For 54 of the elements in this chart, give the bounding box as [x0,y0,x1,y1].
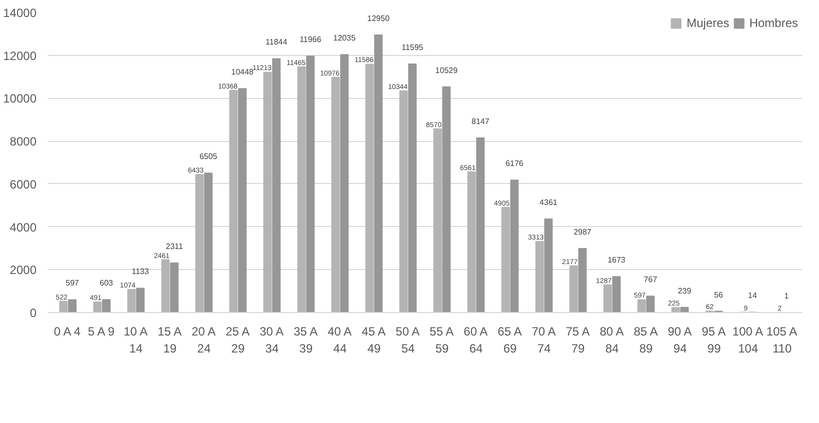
data-label: 56 [714,290,724,300]
y-tick-label: 2000 [10,263,37,278]
data-label: 11595 [402,43,424,52]
x-tick-label: 35 A 39 [294,324,318,356]
x-tick-label: 65 A 69 [498,324,522,356]
x-tick-label: 105 A 110 [766,324,798,356]
data-label: 1 [784,291,790,300]
data-label: 2987 [574,227,592,236]
x-tick-label: 10 A 14 [124,324,148,356]
data-label: 597 [66,278,80,288]
legend-label: Hombres [749,16,798,30]
y-tick-label: 10000 [3,92,37,106]
x-tick-label: 100 A 104 [732,324,764,356]
x-tick-label: 85 A 89 [634,324,658,356]
x-tick-label: 20 A 24 [192,324,216,356]
y-tick-label: 6000 [10,177,37,192]
x-tick-label: 75 A 79 [566,324,590,356]
x-tick-label: 60 A 64 [464,324,488,356]
x-tick-label: 70 A 74 [532,324,556,356]
data-label: 2311 [166,242,184,251]
x-tick-label: 0 A 4 [54,324,81,338]
data-label: 1133 [132,267,150,276]
y-tick-label: 14000 [3,6,37,20]
data-label: 10529 [435,66,458,75]
y-tick-label: 0 [30,306,37,320]
data-label: 12035 [333,34,356,43]
x-tick-label: 95 A 99 [702,324,726,356]
data-label: 767 [644,275,658,284]
x-tick-label: 5 A 9 [88,324,115,338]
x-tick-label: 30 A 34 [260,324,284,356]
x-tick-label: 45 A 49 [362,324,386,356]
y-tick-label: 12000 [3,48,37,63]
data-label: 8147 [472,116,490,126]
data-label: 603 [100,278,114,288]
y-tick-label: 8000 [10,134,37,149]
y-tick-label: 4000 [10,220,37,234]
x-tick-label: 55 A 59 [430,324,454,356]
x-tick-label: 40 A 44 [328,324,352,356]
data-label: 14 [748,291,758,300]
data-label: 10448 [231,68,254,77]
data-label: 6505 [199,152,218,162]
data-label: 239 [678,286,692,296]
legend-label: Mujeres [686,16,730,30]
data-label: 12950 [367,14,390,23]
x-tick-label: 80 A 84 [600,324,624,356]
data-label: 11844 [266,38,288,47]
x-tick-label: 90 A 94 [668,324,692,356]
data-label: 11966 [300,35,322,44]
x-tick-label: 15 A 19 [158,324,182,356]
data-label: 1673 [608,256,626,265]
data-label: 6176 [506,159,524,168]
x-tick-label: 50 A 54 [396,324,420,356]
x-tick-label: 25 A 29 [226,324,250,356]
data-label: 4361 [540,198,558,208]
